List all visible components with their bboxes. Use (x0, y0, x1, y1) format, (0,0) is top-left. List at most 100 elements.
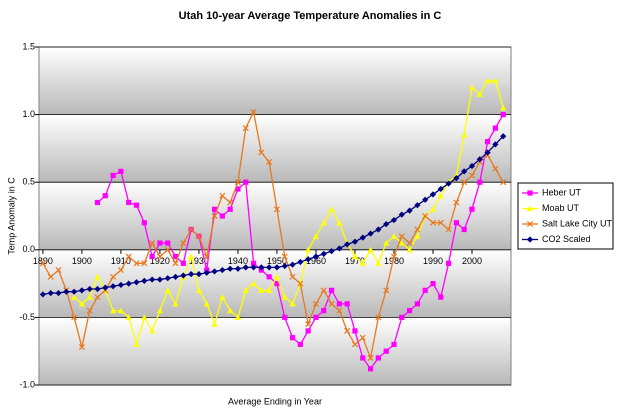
y-tick-label: 1.5 (22, 41, 35, 51)
data-point (390, 253, 397, 260)
series (71, 77, 507, 348)
data-point (344, 327, 351, 334)
data-point (484, 139, 491, 145)
data-point (117, 307, 125, 314)
data-point (258, 149, 265, 156)
data-point (266, 287, 273, 293)
x-tick-label: 1980 (384, 256, 404, 266)
data-point (219, 294, 226, 300)
x-tick-label: 1960 (306, 256, 326, 266)
data-point (390, 233, 398, 239)
data-point (141, 314, 148, 320)
data-point (336, 301, 342, 307)
data-point (336, 307, 343, 314)
data-point (165, 240, 171, 246)
data-point (391, 341, 397, 348)
data-point (445, 260, 452, 266)
data-point (414, 226, 421, 233)
data-point (203, 269, 210, 276)
data-point (110, 307, 117, 314)
data-point (164, 287, 171, 293)
y-tick-label: 1.0 (22, 109, 35, 119)
data-point (406, 308, 413, 314)
data-point (55, 267, 62, 274)
legend-marker (526, 220, 534, 228)
data-point (47, 273, 54, 280)
y-axis-label: Temp Anomaly in C (6, 177, 16, 255)
data-point (289, 335, 296, 341)
data-point (203, 253, 210, 260)
y-tick-label: -1.0 (19, 379, 35, 389)
data-point (78, 287, 86, 294)
data-point (437, 185, 444, 193)
data-point (94, 273, 101, 280)
data-point (71, 314, 78, 321)
data-point (344, 241, 351, 248)
data-point (312, 233, 320, 239)
y-tick-label: 0.0 (22, 244, 35, 254)
data-point (461, 179, 468, 186)
data-point (243, 179, 249, 185)
data-point (429, 206, 437, 212)
data-point (429, 219, 437, 226)
data-point (172, 260, 179, 267)
data-point (149, 253, 155, 260)
data-point (273, 206, 280, 213)
data-point (266, 264, 273, 271)
data-point (273, 264, 281, 271)
legend-label: Salt Lake City UT (542, 218, 613, 228)
data-point (149, 276, 156, 283)
data-point (203, 300, 210, 307)
data-point (461, 168, 468, 175)
data-point (219, 213, 225, 219)
data-point (281, 294, 288, 300)
data-point (437, 219, 444, 226)
data-point (195, 287, 203, 293)
data-point (375, 355, 381, 361)
data-point (118, 168, 124, 174)
data-point (125, 314, 132, 320)
x-tick-label: 1970 (345, 256, 365, 266)
data-point (414, 233, 421, 239)
data-point (125, 253, 132, 260)
data-point (39, 291, 47, 298)
data-point (281, 262, 288, 270)
data-point (429, 191, 437, 198)
data-point (227, 307, 234, 314)
data-point (406, 240, 413, 247)
data-point (47, 289, 54, 297)
data-point (219, 266, 226, 274)
data-point (305, 328, 311, 334)
data-point (71, 288, 78, 295)
data-point (476, 156, 483, 163)
data-point (367, 354, 374, 361)
data-point (157, 240, 163, 246)
data-point (86, 294, 93, 300)
data-point (320, 219, 327, 226)
data-point (172, 253, 179, 260)
data-point (234, 265, 242, 272)
data-point (289, 300, 296, 307)
data-point (422, 212, 429, 220)
data-point (320, 250, 327, 257)
data-point (445, 226, 452, 233)
data-point (461, 131, 468, 138)
plot-band (39, 47, 511, 115)
data-point (367, 366, 374, 372)
data-point (141, 260, 148, 267)
legend-marker (527, 190, 533, 196)
legend-label: Heber UT (542, 187, 582, 197)
data-point (477, 179, 483, 185)
y-tick-label: 0.5 (22, 177, 35, 187)
legend-box (517, 182, 614, 250)
data-point (344, 301, 350, 307)
data-point (351, 253, 359, 260)
legend-label: CO2 Scaled (542, 234, 591, 244)
data-point (156, 253, 163, 260)
data-point (180, 272, 187, 279)
data-point (102, 193, 108, 199)
data-point (156, 276, 164, 283)
data-point (390, 216, 398, 224)
data-point (492, 125, 498, 131)
data-point (149, 327, 156, 334)
